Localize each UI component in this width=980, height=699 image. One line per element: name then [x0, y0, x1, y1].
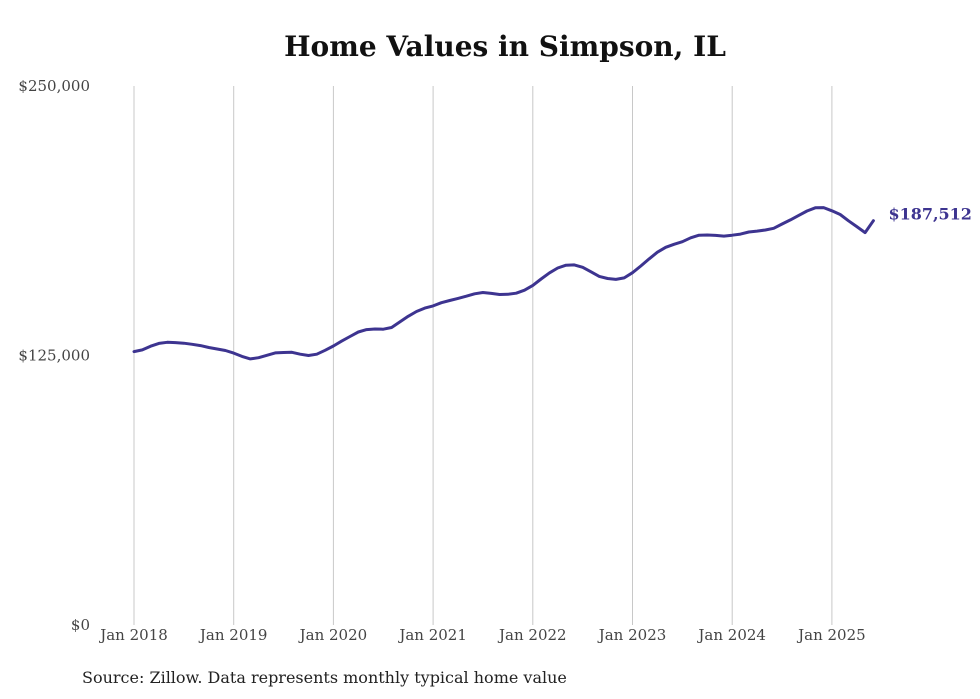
x-tick-label: Jan 2022	[497, 626, 567, 644]
y-axis-tick-labels: $0 $125,000 $250,000	[18, 77, 90, 634]
x-tick-label: Jan 2018	[98, 626, 168, 644]
x-tick-label: Jan 2024	[696, 626, 766, 644]
series-layer: $187,512	[132, 205, 972, 361]
x-tick-label: Jan 2025	[796, 626, 866, 644]
x-tick-label: Jan 2021	[397, 626, 467, 644]
y-tick-label: $250,000	[18, 77, 90, 95]
y-tick-label: $125,000	[18, 347, 90, 365]
x-tick-label: Jan 2020	[298, 626, 368, 644]
x-tick-label: Jan 2023	[597, 626, 667, 644]
y-tick-label: $0	[71, 616, 90, 634]
chart-title: Home Values in Simpson, IL	[284, 30, 726, 63]
series-line	[132, 206, 875, 361]
last-value-label: $187,512	[888, 205, 972, 224]
source-note: Source: Zillow. Data represents monthly …	[82, 668, 567, 687]
vertical-gridlines	[133, 86, 833, 625]
x-axis-tick-labels: Jan 2018 Jan 2019 Jan 2020 Jan 2021 Jan 2022…	[98, 626, 865, 644]
x-tick-label: Jan 2019	[198, 626, 268, 644]
